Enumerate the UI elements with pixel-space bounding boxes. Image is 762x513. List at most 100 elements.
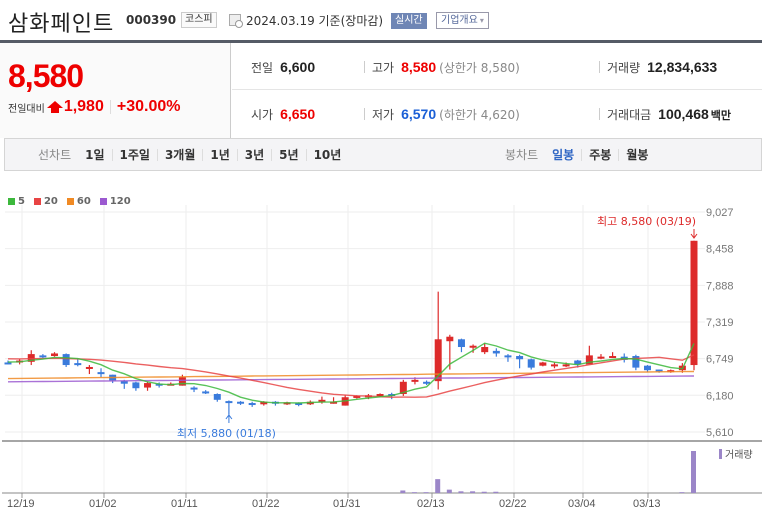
stat-value: 6,650: [280, 106, 316, 122]
legend-label: 5: [18, 196, 25, 207]
divider: [271, 148, 273, 161]
x-tick-label: 12/19: [7, 498, 35, 510]
legend-label: 60: [76, 196, 91, 207]
legend-ma5: 5: [8, 196, 25, 207]
stats-row-1: 전일 6,600 고가 8,580 (상한가 8,580) 거래량 12,834…: [232, 43, 762, 90]
stat-volume: 거래량 12,834,633: [607, 59, 717, 76]
stat-value: 6,600: [280, 59, 316, 75]
divider: [618, 148, 620, 161]
period-5y[interactable]: 5년: [279, 148, 299, 162]
period-10y[interactable]: 10년: [313, 148, 342, 162]
stat-label: 전일: [251, 61, 274, 75]
divider: [156, 148, 158, 161]
ma5-line: [7, 342, 695, 404]
period-1y[interactable]: 1년: [210, 148, 230, 162]
stat-high: 고가 8,580 (상한가 8,580): [372, 59, 520, 76]
stat-value: 100,468: [658, 106, 709, 122]
x-tick-label: 01/31: [333, 498, 361, 510]
x-tick-label: 01/11: [171, 498, 198, 510]
stat-label: 고가: [372, 61, 395, 75]
candles: [4, 240, 698, 415]
period-1w[interactable]: 1주일: [119, 148, 150, 162]
candle-monthly[interactable]: 월봉: [626, 148, 649, 162]
stock-code: 000390: [126, 13, 177, 27]
stat-low: 저가 6,570 (하한가 4,620): [372, 106, 520, 123]
divider: [202, 148, 204, 161]
divider: [236, 148, 238, 161]
price-stats: 전일 6,600 고가 8,580 (상한가 8,580) 거래량 12,834…: [232, 43, 762, 138]
candle-weekly[interactable]: 주봉: [589, 148, 612, 162]
lower-limit: (하한가 4,620): [439, 108, 520, 122]
volume-swatch: [719, 449, 722, 459]
volume-bars: [400, 451, 696, 493]
legend-swatch: [33, 198, 41, 205]
divider: [364, 108, 365, 120]
legend-ma60: 60: [66, 196, 91, 207]
y-tick-label: 7,888: [706, 280, 734, 292]
market-badge: 코스피: [181, 12, 217, 28]
calendar-clock-icon: [229, 14, 243, 28]
period-3m[interactable]: 3개월: [164, 148, 196, 162]
y-tick-label: 6,749: [706, 354, 734, 366]
candle-chart-periods: 봉차트 일봉 주봉 월봉: [505, 139, 648, 170]
line-chart-label: 선차트: [38, 148, 72, 162]
y-tick-label: 5,610: [706, 427, 734, 439]
stat-value: 12,834,633: [647, 59, 718, 75]
change-amount: 1,980: [63, 98, 104, 115]
price-change-row: 전일대비 1,980 +30.00%: [8, 98, 180, 116]
company-overview-dropdown[interactable]: 기업개요 ▾: [436, 12, 489, 29]
stock-header: 삼화페인트 000390 코스피 2024.03.19 기준(장마감) 실시간 …: [0, 0, 762, 40]
divider: [581, 148, 583, 161]
legend-ma20: 20: [33, 196, 58, 207]
legend-ma120: 120: [99, 196, 131, 207]
candle-chart-label: 봉차트: [505, 148, 539, 162]
stat-label: 거래량: [607, 61, 641, 75]
stock-name: 삼화페인트: [8, 12, 115, 37]
stat-open: 시가 6,650: [251, 106, 315, 123]
change-percent: +30.00%: [116, 98, 181, 115]
candlestick-chart[interactable]: 9,027 8,458 7,888 7,319 6,749 6,180 5,610 12/19…: [0, 205, 762, 513]
up-arrow-icon: [225, 414, 233, 423]
period-1d[interactable]: 1일: [85, 148, 105, 162]
period-3y[interactable]: 3년: [244, 148, 265, 162]
ma20-line: [7, 354, 695, 398]
caret-down-icon: ▾: [479, 16, 484, 25]
x-tick-label: 03/13: [633, 498, 661, 510]
change-label: 전일대비: [8, 103, 45, 115]
divider: [111, 148, 113, 161]
ma120-line: [7, 375, 695, 383]
legend-label: 120: [109, 196, 131, 207]
divider: [599, 108, 600, 120]
chart-toolbar: 선차트 1일 1주일 3개월 1년 3년 5년 10년 봉차트 일봉 주봉 월봉: [4, 138, 762, 171]
stat-label: 거래대금: [607, 108, 652, 122]
legend-swatch: [8, 198, 15, 205]
line-chart-periods: 선차트 1일 1주일 3개월 1년 3년 5년 10년: [38, 139, 341, 170]
stats-row-2: 시가 6,650 저가 6,570 (하한가 4,620) 거래대금 100,4…: [232, 90, 762, 137]
company-overview-label: 기업개요: [441, 15, 478, 26]
legend-swatch: [99, 198, 107, 205]
x-tick-label: 03/04: [568, 498, 596, 510]
divider: [305, 148, 307, 161]
high-annotation: 최고 8,580 (03/19): [597, 215, 696, 228]
current-price-panel: 8,580 전일대비 1,980 +30.00%: [0, 43, 231, 138]
down-arrow-icon: [690, 229, 698, 239]
stat-value: 8,580: [401, 59, 437, 75]
volume-label: 거래량: [725, 449, 753, 461]
stat-value: 6,570: [401, 106, 437, 122]
upper-limit: (상한가 8,580): [439, 61, 520, 75]
divider: [109, 100, 111, 114]
realtime-button[interactable]: 실시간: [391, 13, 427, 29]
ma60-line: [7, 370, 695, 380]
legend-label: 20: [43, 196, 58, 207]
header-divider: [0, 40, 762, 43]
candle-daily[interactable]: 일봉: [552, 148, 575, 162]
y-tick-label: 6,180: [706, 390, 734, 402]
stat-label: 시가: [251, 108, 274, 122]
y-tick-label: 9,027: [706, 207, 734, 219]
ma-legend: 5 20 60 120: [8, 196, 140, 207]
current-price: 8,580: [8, 58, 84, 94]
x-tick-label: 02/22: [499, 498, 527, 510]
y-tick-label: 7,319: [706, 317, 734, 329]
x-tick-label: 01/02: [89, 498, 117, 510]
x-tick-label: 01/22: [252, 498, 280, 510]
